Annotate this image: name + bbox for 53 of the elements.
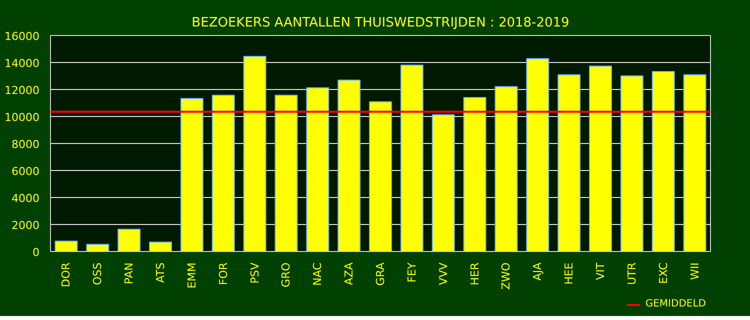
x-tick-label: AZA [342,262,356,286]
x-tick-label: VIT [594,262,607,280]
bar [589,66,612,252]
x-tick-label: ATS [154,262,167,283]
bar [652,71,675,252]
x-tick-label: NAC [311,262,324,286]
bar [432,114,455,252]
y-tick-label: 0 [32,246,40,259]
x-tick-label: AJA [531,262,544,281]
bar [463,96,486,252]
bar [180,98,204,252]
x-tick-label: VVV [436,262,450,286]
y-tick-label: 8000 [12,138,40,151]
legend-label: GEMIDDELD [645,298,706,310]
y-tick-label: 6000 [12,165,40,178]
bar [243,56,266,252]
bar [86,244,110,252]
bar [212,94,235,252]
x-tick-label: EMM [185,262,198,288]
x-tick-label: WII [688,262,702,280]
x-tick-label: ZWO [500,262,513,290]
bar [338,80,361,252]
bar [274,94,298,252]
bar [149,242,172,252]
x-tick-label: FEY [405,262,418,282]
y-tick-label: 10000 [4,111,40,124]
chart-title: BEZOEKERS AANTALLEN THUISWEDSTRIJDEN : 2018-2019 [192,16,570,30]
bar [369,101,392,252]
bar [400,64,424,252]
bar [54,240,78,252]
y-tick-label: 12000 [4,84,40,97]
y-tick-label: 14000 [4,57,40,70]
bar [494,86,518,252]
x-tick-label: UTR [625,262,638,285]
x-tick-label: FOR [216,262,230,286]
bar [558,74,581,252]
x-tick-label: GRA [374,262,387,286]
x-tick-label: PAN [122,262,136,284]
x-tick-label: EXC [656,262,670,284]
y-tick-label: 16000 [4,30,40,43]
x-tick-label: PSV [248,262,262,284]
bar [683,74,706,252]
x-tick-label: GRO [280,262,293,288]
x-tick-label: HER [468,262,482,286]
bar [306,87,330,252]
x-tick-label: DOR [60,262,73,288]
y-tick-label: 4000 [12,192,40,205]
y-tick-label: 2000 [12,219,40,232]
x-tick-label: OSS [91,262,104,286]
bar [118,228,141,252]
bar [526,58,550,252]
x-tick-label: HEE [562,262,576,285]
bar [620,75,644,252]
